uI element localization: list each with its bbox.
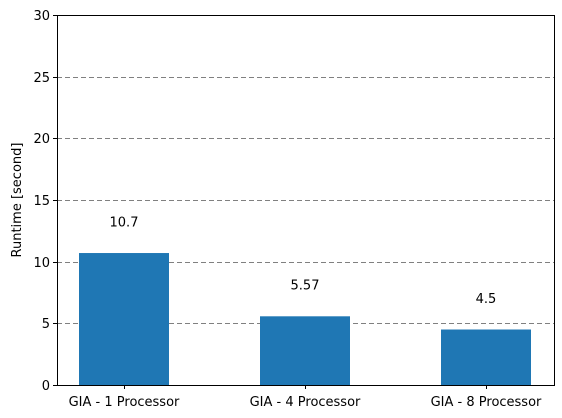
y-axis-ticks: 0 5 10 15 20 25 30 [33, 9, 57, 394]
y-tick-label-25: 25 [33, 71, 50, 86]
bars [79, 253, 531, 385]
bar-3 [441, 329, 531, 385]
data-label-2: 5.57 [291, 279, 320, 294]
y-tick-label-15: 15 [33, 194, 50, 209]
x-tick-label-2: GIA - 4 Processor [250, 395, 361, 410]
y-tick-label-10: 10 [33, 256, 50, 271]
y-axis-label: Runtime [second] [10, 143, 25, 258]
bar-2 [260, 316, 350, 385]
bar-1 [79, 253, 169, 385]
x-tick-label-3: GIA - 8 Processor [431, 395, 542, 410]
x-axis-ticks: GIA - 1 Processor GIA - 4 Processor GIA - … [69, 385, 542, 410]
x-tick-label-1: GIA - 1 Processor [69, 395, 180, 410]
y-tick-label-20: 20 [33, 132, 50, 147]
data-label-1: 10.7 [110, 215, 139, 230]
y-tick-label-30: 30 [33, 9, 50, 24]
data-labels: 10.7 5.57 4.5 [110, 215, 497, 306]
y-tick-label-5: 5 [42, 317, 50, 332]
data-label-3: 4.5 [476, 292, 497, 307]
y-tick-label-0: 0 [42, 379, 50, 394]
